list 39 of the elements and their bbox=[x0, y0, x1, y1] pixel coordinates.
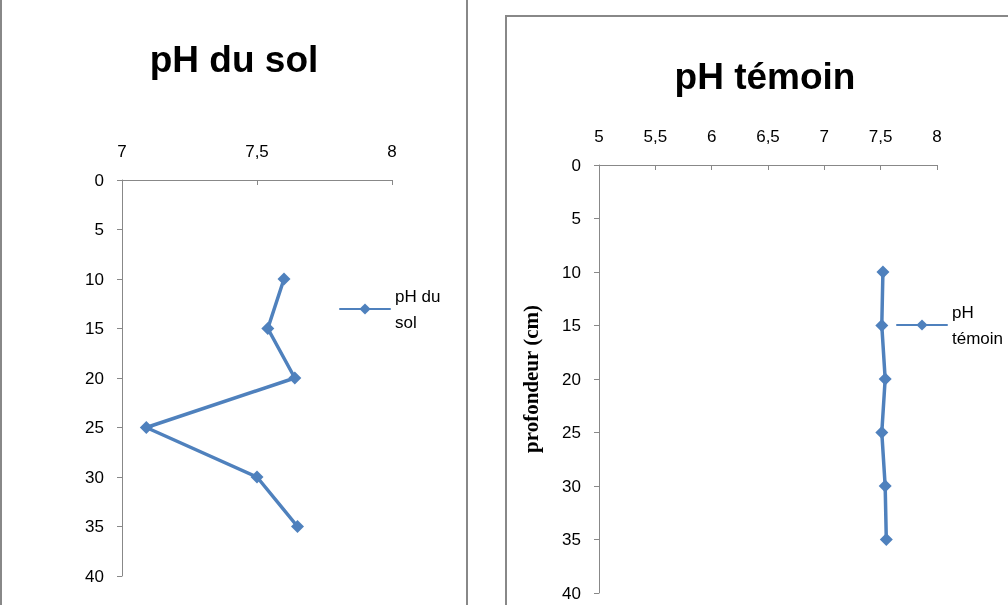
x-tick-label: 8 bbox=[387, 142, 397, 161]
y-tick-label: 0 bbox=[94, 170, 104, 190]
point bbox=[250, 470, 264, 484]
point bbox=[277, 272, 291, 286]
y-tick-label: 40 bbox=[562, 583, 581, 603]
x-tick-label: 6 bbox=[706, 127, 717, 146]
legend-label: pH du sol bbox=[395, 286, 446, 332]
y-axis-title: profondeur (cm) bbox=[518, 305, 543, 453]
chart-title: pH témoin bbox=[674, 56, 856, 97]
y-tick-label: 30 bbox=[562, 476, 581, 496]
x-tick-label: 7 bbox=[117, 142, 127, 161]
y-tick-label: 30 bbox=[85, 467, 104, 487]
y-tick-label: 15 bbox=[85, 319, 104, 338]
y-tick-label: 5 bbox=[571, 209, 581, 228]
point bbox=[288, 371, 302, 385]
y-tick-label: 25 bbox=[562, 423, 581, 442]
x-tick-label: 7,5 bbox=[868, 127, 893, 146]
point bbox=[291, 520, 304, 533]
y-tick-label: 35 bbox=[562, 530, 581, 549]
y-tick-label: 10 bbox=[85, 269, 104, 289]
point bbox=[139, 421, 153, 434]
x-tick-label: 5,5 bbox=[643, 127, 668, 146]
x-tick-label: 8 bbox=[932, 127, 942, 146]
y-tick-label: 40 bbox=[85, 566, 104, 586]
y-tick-label: 20 bbox=[85, 368, 104, 388]
y-tick-label: 0 bbox=[571, 155, 581, 175]
x-tick-label: 7,5 bbox=[245, 142, 269, 161]
legend-label: pH témoin bbox=[952, 302, 1004, 348]
y-tick-label: 20 bbox=[562, 369, 581, 389]
x-tick-label: 5 bbox=[594, 127, 604, 146]
chart-title: pH du sol bbox=[149, 39, 319, 80]
y-tick-label: 25 bbox=[85, 418, 104, 437]
x-tick-label: 7 bbox=[819, 127, 830, 146]
y-tick-label: 5 bbox=[94, 220, 104, 239]
x-tick-label: 6,5 bbox=[756, 127, 780, 146]
point bbox=[261, 322, 275, 335]
y-tick-label: 15 bbox=[562, 316, 581, 335]
y-tick-label: 35 bbox=[85, 517, 104, 536]
y-tick-label: 10 bbox=[562, 262, 581, 282]
